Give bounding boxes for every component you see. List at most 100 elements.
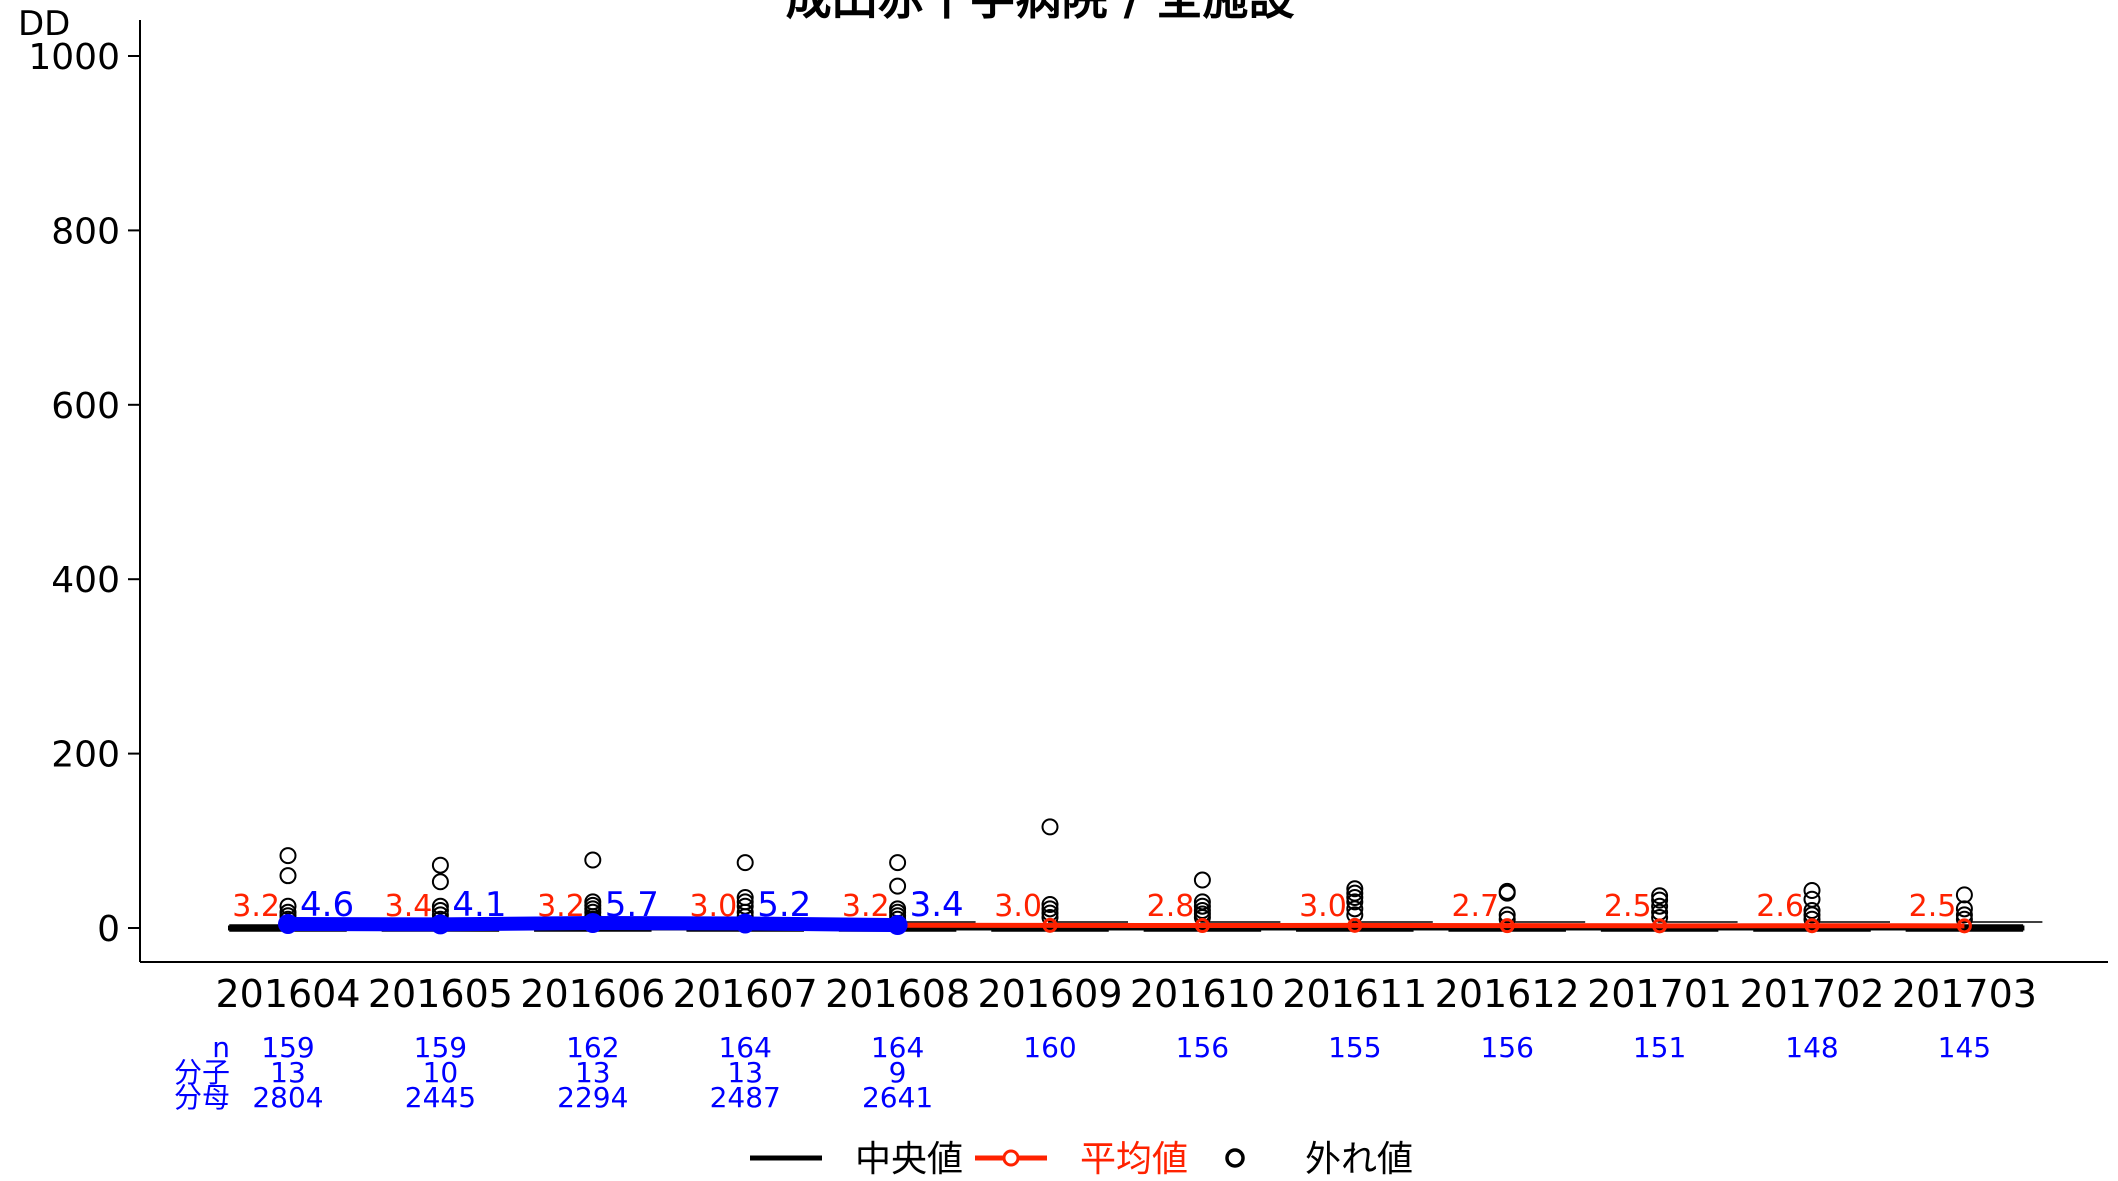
outlier-point	[1803, 902, 1821, 920]
y-tick-label: 0	[97, 909, 120, 950]
outlier-point	[279, 897, 297, 915]
outlier-point	[1346, 900, 1364, 918]
outlier-point	[1346, 880, 1364, 898]
x-tick-label: 201612	[1435, 972, 1580, 1016]
outlier-point	[279, 867, 297, 885]
outlier-point	[1346, 888, 1364, 906]
table-row-label-denominator: 分母	[174, 1081, 230, 1114]
outlier-point	[1955, 900, 1973, 918]
hospital-value-label: 4.6	[300, 885, 354, 925]
mean-point	[1042, 917, 1058, 933]
mean-point	[1956, 918, 1972, 934]
hospital-point	[582, 913, 603, 934]
outlier-point	[889, 877, 907, 895]
outlier-point	[1651, 891, 1669, 909]
table-row-label-numerator: 分子	[174, 1056, 230, 1089]
y-tick-label: 400	[51, 560, 120, 601]
outlier-point	[1651, 897, 1669, 915]
x-tick-label: 201604	[215, 972, 360, 1016]
outlier-point	[1346, 906, 1364, 924]
table-cell-n: 159	[414, 1031, 467, 1064]
mean-value-label: 2.5	[1604, 889, 1652, 924]
mean-value-label: 2.8	[1147, 889, 1195, 924]
legend-outlier-marker	[1225, 1148, 1245, 1168]
outlier-point	[1041, 895, 1059, 913]
hospital-value-label: 4.1	[452, 885, 506, 925]
table-cell-denominator: 2641	[862, 1081, 933, 1114]
table-row-label-n: n	[212, 1031, 230, 1064]
outlier-point	[889, 854, 907, 872]
outlier-point	[431, 856, 449, 874]
y-tick-label: 600	[51, 386, 120, 427]
x-tick-label: 201703	[1892, 972, 2037, 1016]
legend-mean-marker	[1002, 1149, 1020, 1167]
legend-median-label: 中央値	[855, 1139, 963, 1180]
mean-value-label: 2.7	[1451, 889, 1499, 924]
x-tick-label: 201610	[1130, 972, 1275, 1016]
outlier-point	[736, 854, 754, 872]
table-cell-numerator: 13	[575, 1056, 611, 1089]
table-cell-denominator: 2804	[252, 1081, 323, 1114]
y-tick-label: 200	[51, 735, 120, 776]
outlier-point	[1041, 818, 1059, 836]
hospital-value-label: 5.2	[757, 885, 811, 925]
outlier-point	[1041, 900, 1059, 918]
mean-point	[1499, 918, 1515, 934]
mean-value-label: 3.0	[994, 889, 1042, 924]
outlier-point	[1803, 882, 1821, 900]
mean-point	[1194, 918, 1210, 934]
table-cell-n: 156	[1480, 1031, 1533, 1064]
mean-value-label: 2.5	[1909, 889, 1957, 924]
table-cell-n: 155	[1328, 1031, 1381, 1064]
table-cell-n: 162	[566, 1031, 619, 1064]
hospital-value-label: 3.4	[910, 885, 964, 925]
table-cell-n: 164	[718, 1031, 771, 1064]
outlier-point	[1498, 906, 1516, 924]
table-cell-n: 164	[871, 1031, 924, 1064]
hospital-point	[735, 913, 756, 934]
x-tick-label: 201609	[977, 972, 1122, 1016]
outlier-point	[1193, 871, 1211, 889]
mean-value-label: 3.0	[689, 889, 737, 924]
outlier-point	[1498, 884, 1516, 902]
mean-value-label: 3.2	[842, 889, 890, 924]
mean-point	[1804, 918, 1820, 934]
outlier-point	[1346, 893, 1364, 911]
table-cell-denominator: 2294	[557, 1081, 628, 1114]
table-cell-n: 145	[1938, 1031, 1991, 1064]
x-tick-label: 201606	[520, 972, 665, 1016]
outlier-point	[1955, 906, 1973, 924]
table-cell-numerator: 13	[727, 1056, 763, 1089]
mean-point	[1347, 917, 1363, 933]
table-cell-numerator: 9	[889, 1056, 907, 1089]
hospital-point	[430, 914, 451, 935]
hospital-value-label: 5.7	[605, 885, 659, 925]
table-cell-denominator: 2445	[405, 1081, 476, 1114]
table-cell-n: 148	[1785, 1031, 1838, 1064]
chart-title: 成田赤十字病院 / 全施設	[786, 0, 1295, 25]
legend-mean-label: 平均値	[1080, 1139, 1188, 1180]
table-cell-n: 160	[1023, 1031, 1076, 1064]
x-tick-label: 201607	[673, 972, 818, 1016]
table-cell-numerator: 10	[423, 1056, 459, 1089]
y-tick-label: 800	[51, 211, 120, 252]
y-axis-unit-label: DD	[18, 4, 70, 44]
mean-value-label: 3.0	[1299, 889, 1347, 924]
outlier-point	[1803, 906, 1821, 924]
legend-outlier-label: 外れ値	[1305, 1139, 1413, 1180]
mean-value-label: 2.6	[1756, 889, 1804, 924]
x-tick-label: 201605	[368, 972, 513, 1016]
table-cell-n: 151	[1633, 1031, 1686, 1064]
x-tick-label: 201701	[1587, 972, 1732, 1016]
y-tick-label: 1000	[28, 37, 120, 78]
x-tick-label: 201702	[1739, 972, 1884, 1016]
mean-value-label: 3.4	[385, 889, 433, 924]
outlier-point	[431, 873, 449, 891]
table-cell-n: 159	[261, 1031, 314, 1064]
table-cell-numerator: 13	[270, 1056, 306, 1089]
outlier-point	[431, 897, 449, 915]
x-tick-label: 201608	[825, 972, 970, 1016]
outlier-point	[1955, 886, 1973, 904]
hospital-point	[278, 913, 298, 934]
